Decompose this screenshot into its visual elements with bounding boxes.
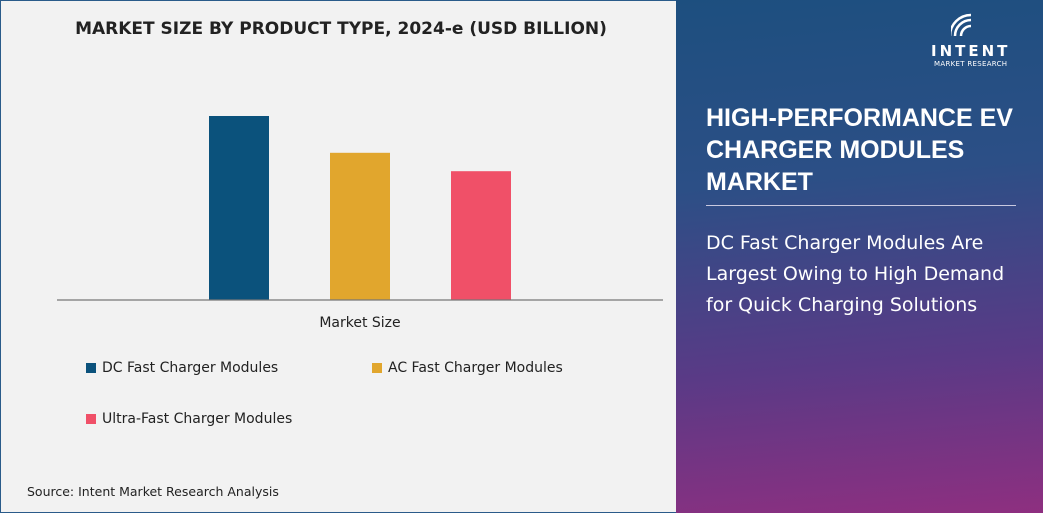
logo-name: INTENT — [931, 42, 1011, 60]
bar-chart — [57, 116, 663, 301]
legend-swatch — [372, 363, 382, 373]
source-note: Source: Intent Market Research Analysis — [27, 484, 279, 499]
bar-2 — [451, 171, 511, 300]
logo: INTENT MARKET RESEARCH — [931, 12, 1010, 68]
info-panel: INTENT MARKET RESEARCH HIGH-PERFORMANCE … — [676, 0, 1043, 513]
legend-item-ultra: Ultra-Fast Charger Modules — [86, 411, 292, 427]
report-title: HIGH-PERFORMANCE EV CHARGER MODULES MARK… — [706, 104, 1013, 196]
legend-swatch — [86, 363, 96, 373]
legend-label: AC Fast Charger Modules — [388, 360, 563, 376]
legend-item-dc: DC Fast Charger Modules — [86, 360, 278, 376]
x-axis-label: Market Size — [319, 315, 401, 331]
chart-panel: MARKET SIZE BY PRODUCT TYPE, 2024-e (USD… — [0, 0, 680, 513]
divider — [706, 205, 1016, 206]
chart-title: MARKET SIZE BY PRODUCT TYPE, 2024-e (USD… — [75, 19, 607, 39]
legend-label: DC Fast Charger Modules — [102, 360, 279, 376]
bar-1 — [330, 152, 390, 300]
report-description: DC Fast Charger Modules Are Largest Owin… — [706, 232, 1005, 316]
bar-0 — [209, 116, 269, 300]
legend-swatch — [86, 414, 96, 424]
signal-icon — [948, 13, 971, 37]
legend-item-ac: AC Fast Charger Modules — [372, 360, 563, 376]
logo-tagline: MARKET RESEARCH — [934, 60, 1008, 68]
legend-label: Ultra-Fast Charger Modules — [102, 411, 293, 427]
